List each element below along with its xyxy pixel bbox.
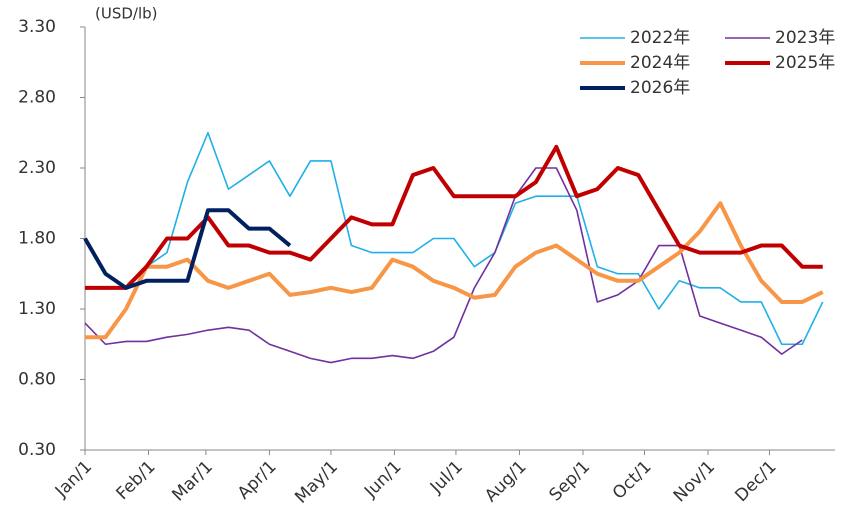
legend-label: 2025年	[775, 53, 835, 73]
y-tick-label: 3.30	[18, 17, 56, 37]
x-tick-label: Mar/1	[168, 457, 217, 506]
y-tick-label: 2.80	[18, 88, 56, 108]
x-tick-label: Oct/1	[609, 457, 656, 504]
x-tick-label: Dec/1	[731, 457, 780, 506]
series-line	[83, 208, 292, 290]
y-tick-label: 1.80	[18, 229, 56, 249]
legend-label: 2023年	[775, 28, 835, 48]
legend-label: 2024年	[630, 53, 690, 73]
x-tick-label: Feb/1	[112, 457, 159, 504]
x-tick-label: Aug/1	[481, 457, 530, 506]
legend-label: 2026年	[630, 78, 690, 98]
x-tick-label: Jun/1	[360, 457, 405, 502]
x-tick-label: May/1	[291, 457, 342, 508]
x-tick-label: Apr/1	[234, 457, 281, 504]
series-line	[85, 201, 824, 340]
y-tick-label: 0.30	[18, 440, 56, 460]
series-line	[84, 167, 803, 364]
x-tick-label: Jan/1	[51, 457, 96, 502]
y-axis-label: (USD/lb)	[95, 5, 158, 23]
series-line	[85, 131, 824, 346]
x-tick-label: Nov/1	[670, 457, 719, 506]
y-tick-label: 0.80	[18, 370, 56, 390]
y-tick-label: 2.30	[18, 158, 56, 178]
x-tick-label: Jul/1	[426, 457, 467, 498]
legend-label: 2022年	[630, 28, 690, 48]
y-tick-label: 1.30	[18, 299, 56, 319]
x-tick-label: Sep/1	[546, 457, 595, 506]
